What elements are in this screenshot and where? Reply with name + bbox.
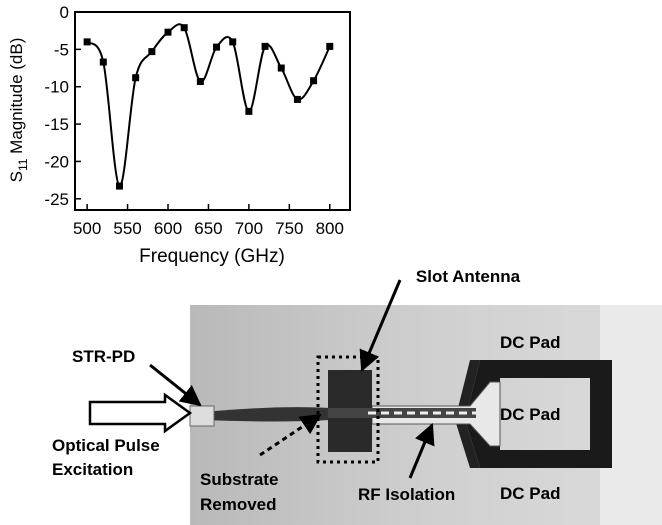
point: [245, 107, 253, 115]
device-photo: [189, 305, 662, 525]
label: DC Pad: [500, 405, 560, 424]
point: [83, 38, 91, 46]
label: Removed: [200, 495, 277, 514]
point: [326, 42, 334, 50]
point: [115, 182, 123, 190]
point: [180, 24, 188, 32]
plot-frame: [74, 11, 351, 211]
point: [164, 28, 172, 36]
point: [132, 74, 140, 82]
y-tick-label: -10: [44, 78, 69, 97]
label: DC Pad: [500, 484, 560, 503]
y-tick-label: -15: [44, 115, 69, 134]
label: RF Isolation: [358, 485, 455, 504]
y-tick-label: 0: [60, 3, 69, 22]
x-tick-label: 550: [113, 219, 141, 238]
label: DC Pad: [500, 333, 560, 352]
label: Substrate: [200, 470, 278, 489]
point: [99, 58, 107, 66]
y-tick-label: -5: [54, 40, 69, 59]
point: [196, 77, 204, 85]
y-tick-label: -25: [44, 190, 69, 209]
point: [293, 95, 301, 103]
label: Excitation: [52, 460, 133, 479]
point: [261, 42, 269, 50]
x-tick-label: 600: [154, 219, 182, 238]
y-tick-label: -20: [44, 152, 69, 171]
x-axis-label: Frequency (GHz): [139, 246, 285, 267]
series-line: [86, 23, 331, 188]
point: [213, 43, 221, 51]
point: [148, 48, 156, 56]
y-label-sub: 11: [16, 158, 30, 171]
point: [229, 38, 237, 46]
label: Optical Pulse: [52, 436, 160, 455]
x-tick-label: 700: [235, 219, 263, 238]
annotations: [88, 279, 435, 479]
y-label-main: S: [7, 171, 26, 182]
x-tick-label: 650: [194, 219, 222, 238]
y-label-rest: Magnitude (dB): [7, 38, 26, 159]
label: STR-PD: [72, 347, 135, 366]
label: Slot Antenna: [416, 267, 521, 286]
x-tick-label: 800: [316, 219, 344, 238]
x-tick-label: 750: [275, 219, 303, 238]
x-tick-label: 500: [73, 219, 101, 238]
point: [310, 77, 318, 85]
y-axis-label: S11 Magnitude (dB): [7, 38, 30, 183]
point: [277, 64, 285, 72]
